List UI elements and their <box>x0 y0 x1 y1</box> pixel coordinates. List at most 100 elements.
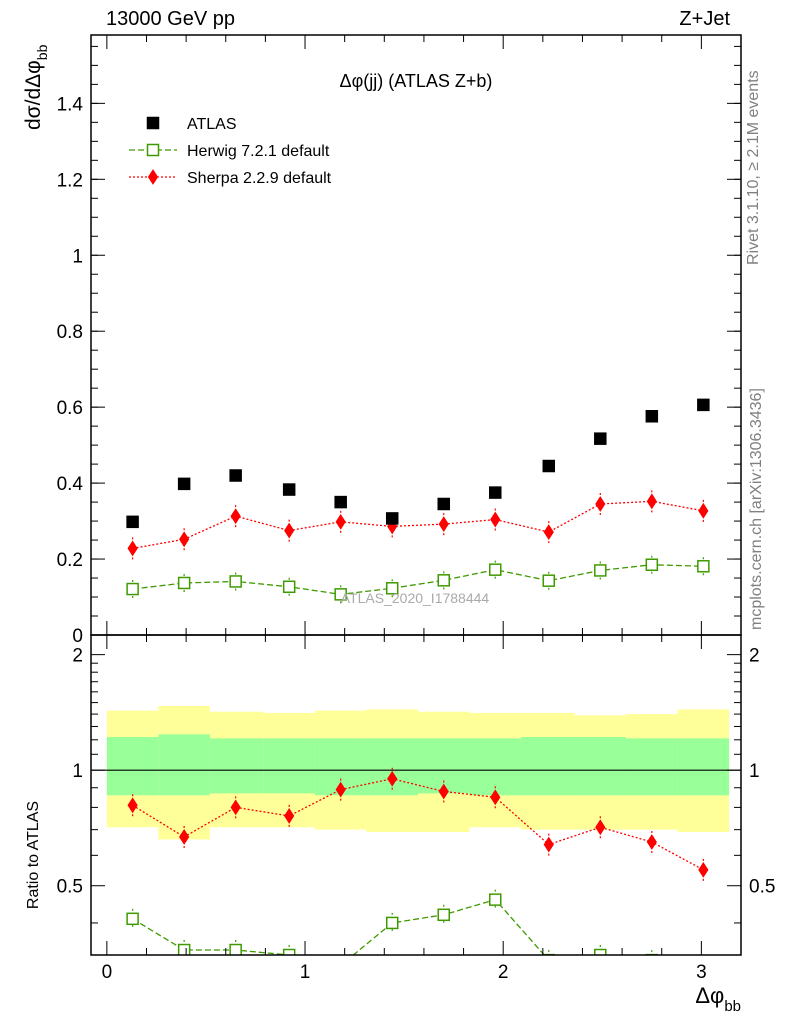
ratio-sherpa-point <box>595 819 606 836</box>
sherpa-point <box>438 516 449 533</box>
ratio-herwig-point <box>177 943 191 955</box>
rivet-version-label: Rivet 3.1.10, ≥ 2.1M events <box>745 70 762 265</box>
herwig-point <box>645 558 659 571</box>
y-tick-label: 0.6 <box>57 398 83 419</box>
x-tick-label: 3 <box>696 962 707 983</box>
ratio-herwig-point <box>437 908 450 922</box>
sherpa-point <box>179 531 190 548</box>
ratio-plot-panel: 0.5 0.5 1 1 2 2 0 1 2 3 Ratio to ATLAS Δφbb <box>25 634 775 1015</box>
atlas-point <box>229 469 242 482</box>
legend-herwig-marker <box>146 143 160 157</box>
ratio-y-axis-label: Ratio to ATLAS <box>25 801 42 909</box>
ratio-y-tick-label: 0.5 <box>57 877 83 898</box>
sherpa-point <box>698 502 709 519</box>
ratio-sherpa-point <box>387 770 398 787</box>
x-tick-label: 1 <box>300 962 311 983</box>
sherpa-point <box>490 511 501 528</box>
legend-sherpa-label: Sherpa 2.2.9 default <box>187 170 332 187</box>
main-plot-panel: ATLAS_2020_I1788444 0 0.2 0.4 0.6 0.8 1 1.2 1.4… <box>22 34 742 647</box>
legend-sherpa-marker <box>147 169 159 185</box>
atlas-point <box>645 410 659 423</box>
ratio-herwig-point <box>282 948 296 955</box>
legend: ATLAS Herwig 7.2.1 default Sherpa 2.2.9 de… <box>129 116 332 187</box>
ratio-y-tick-label: 1 <box>72 761 83 782</box>
ratio-y-tick-label-right: 1 <box>749 761 760 782</box>
sherpa-point <box>284 522 295 539</box>
sherpa-point <box>595 496 606 512</box>
legend-atlas-marker <box>146 116 160 130</box>
ratio-sherpa-point <box>543 836 554 853</box>
herwig-point <box>177 576 191 590</box>
process-label: Z+Jet <box>679 8 730 30</box>
ratio-y-tick-label-right: 0.5 <box>749 877 775 898</box>
sherpa-point <box>230 508 241 525</box>
atlas-point <box>334 495 347 509</box>
atlas-point <box>437 497 450 511</box>
ratio-band-inner <box>574 737 627 796</box>
ratio-band-inner <box>469 738 522 796</box>
ratio-herwig-point <box>385 916 399 930</box>
y-tick-label: 0 <box>72 626 83 647</box>
x-tick-label: 2 <box>498 962 509 983</box>
ratio-sherpa-point <box>490 789 501 806</box>
ratio-sherpa-point <box>127 797 138 814</box>
ratio-herwig-point <box>489 893 502 906</box>
y-tick-label: 0.8 <box>57 322 83 343</box>
herwig-point <box>437 574 450 587</box>
ratio-sherpa-point <box>438 783 449 800</box>
herwig-point <box>489 563 502 576</box>
ratio-band-inner <box>158 734 210 796</box>
y-tick-label: 1 <box>72 246 83 267</box>
atlas-point <box>697 398 710 412</box>
atlas-point <box>594 432 607 445</box>
sherpa-line <box>132 500 704 550</box>
y-tick-label: 0.2 <box>57 550 83 571</box>
herwig-point <box>282 580 296 594</box>
y-tick-label: 1.2 <box>57 170 83 191</box>
ratio-herwig-line <box>132 898 607 955</box>
ratio-band-inner <box>366 738 418 796</box>
sherpa-point <box>335 513 346 530</box>
ratio-sherpa-point <box>284 808 295 824</box>
ratio-band-inner <box>263 738 315 794</box>
ratio-sherpa-point <box>230 799 241 816</box>
analysis-watermark: ATLAS_2020_I1788444 <box>341 590 490 606</box>
ratio-herwig-point <box>229 943 242 955</box>
ratio-band-inner <box>626 738 678 796</box>
sherpa-point <box>127 540 138 557</box>
herwig-point <box>542 574 556 587</box>
x-axis-label: Δφbb <box>695 983 741 1015</box>
mcplots-label: mcplots.cern.ch [arXiv:1306.3436] <box>748 388 765 630</box>
herwig-point <box>594 564 607 577</box>
sherpa-point <box>543 524 554 541</box>
ratio-band-inner <box>106 737 159 796</box>
legend-atlas-label: ATLAS <box>187 116 237 133</box>
ratio-sherpa-point <box>335 781 346 798</box>
herwig-point <box>385 582 399 595</box>
ratio-sherpa-line <box>132 778 704 871</box>
ratio-sherpa-point <box>698 861 709 878</box>
plot-title: Δφ(jj) (ATLAS Z+b) <box>340 71 493 91</box>
herwig-point <box>229 575 242 588</box>
herwig-point <box>334 588 347 601</box>
ratio-band-inner <box>209 738 264 794</box>
ratio-herwig-point <box>126 912 139 926</box>
herwig-line <box>132 564 704 596</box>
atlas-point <box>126 515 139 529</box>
ratio-band-inner <box>677 738 730 796</box>
ratio-sherpa-point <box>179 829 190 845</box>
atlas-point <box>542 459 556 473</box>
ratio-sherpa-point <box>646 834 657 850</box>
atlas-point <box>282 483 296 496</box>
sherpa-point <box>646 493 657 510</box>
ratio-herwig-point <box>594 948 607 955</box>
x-tick-label: 0 <box>102 962 113 983</box>
ratio-band-inner <box>521 737 575 796</box>
atlas-point <box>177 477 191 491</box>
ratio-y-tick-label: 2 <box>72 646 83 667</box>
herwig-point <box>126 582 139 596</box>
legend-herwig-label: Herwig 7.2.1 default <box>187 143 330 160</box>
ratio-herwig-point <box>645 953 659 955</box>
atlas-point <box>385 512 399 525</box>
